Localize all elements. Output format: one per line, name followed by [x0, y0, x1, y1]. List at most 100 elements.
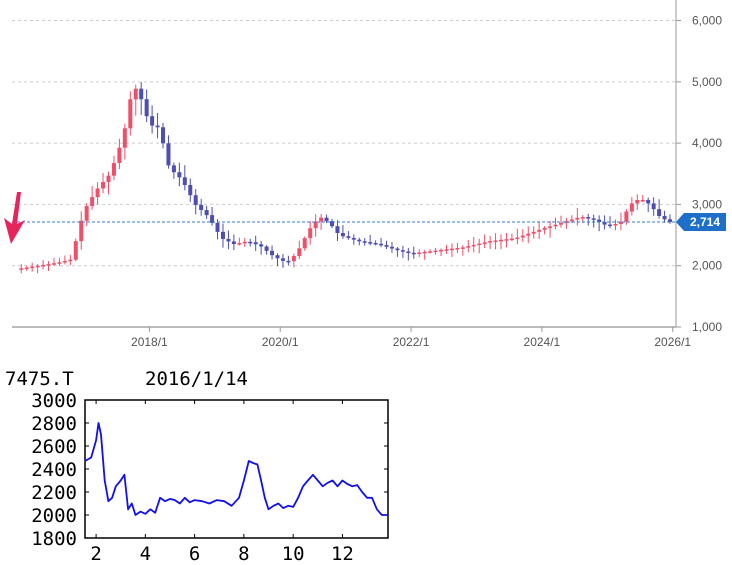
candle-body — [368, 242, 373, 244]
candle-body — [122, 128, 127, 148]
candle-body — [504, 239, 509, 241]
mini-x-tick-label: 6 — [189, 543, 200, 565]
main-x-tick-labels: 2018/1 2020/1 2022/1 2024/1 2026/1 — [131, 327, 691, 349]
candle-body — [444, 249, 449, 251]
mini-symbol: 7475.T — [5, 368, 74, 390]
candle-body — [253, 242, 258, 245]
candle-body — [324, 217, 329, 222]
candle-body — [406, 251, 411, 254]
candle-body — [340, 233, 345, 237]
candle-body — [493, 240, 498, 242]
mini-x-tick-label: 4 — [140, 543, 151, 565]
candle-body — [95, 188, 100, 198]
candle-body — [433, 250, 438, 253]
candle-body — [30, 266, 35, 269]
candle-body — [357, 239, 362, 242]
candle-body — [188, 184, 193, 196]
candle-body — [558, 222, 563, 225]
candlestick-chart: 1,000 2,000 3,000 4,000 5,000 6,000 2018/1 202… — [4, 0, 726, 349]
mini-price-line — [84, 422, 388, 516]
candle-body — [291, 255, 296, 262]
x-tick-label: 2018/1 — [131, 335, 168, 349]
candle-body — [482, 242, 487, 244]
candle-body — [597, 219, 602, 223]
candle-body — [139, 88, 144, 100]
candle-body — [449, 248, 454, 251]
candle-body — [101, 182, 106, 189]
candle-body — [422, 251, 427, 254]
x-tick-label: 2026/1 — [654, 335, 691, 349]
candle-body — [515, 237, 520, 240]
candle-body — [68, 259, 73, 262]
candle-body — [133, 88, 138, 100]
candle-body — [428, 251, 433, 253]
candle-body — [400, 250, 405, 252]
candle-body — [569, 219, 574, 222]
candles — [19, 82, 673, 274]
current-price-label: 2,714 — [690, 215, 720, 229]
candle-body — [286, 260, 291, 263]
candle-body — [488, 241, 493, 243]
candle-body — [302, 238, 307, 249]
mini-x-tick-label: 2 — [90, 543, 101, 565]
candle-body — [79, 220, 84, 242]
candle-body — [379, 243, 384, 246]
candle-body — [346, 236, 351, 238]
candle-body — [144, 99, 149, 117]
candle-body — [150, 116, 155, 126]
candle-body — [308, 228, 313, 239]
candle-body — [564, 221, 569, 223]
candle-body — [537, 229, 542, 232]
mini-plot-frame — [84, 399, 389, 539]
candle-body — [24, 267, 29, 269]
candle-body — [220, 231, 225, 239]
candle-body — [548, 226, 553, 229]
candle-body — [313, 221, 318, 229]
main-y-tick-labels: 1,000 2,000 3,000 4,000 5,000 6,000 — [676, 14, 722, 334]
candle-body — [640, 199, 645, 202]
y-tick-label: 6,000 — [692, 14, 722, 28]
mini-x-tick-label: 10 — [282, 543, 305, 565]
candle-body — [275, 255, 280, 259]
candle-body — [531, 231, 536, 234]
candle-body — [226, 238, 231, 242]
candle-body — [319, 217, 324, 222]
candle-body — [248, 241, 253, 244]
candle-body — [41, 264, 46, 267]
candle-body — [580, 217, 585, 219]
candle-body — [335, 226, 340, 234]
mini-x-tick-label: 12 — [331, 543, 354, 565]
y-tick-label: 3,000 — [692, 197, 722, 211]
candle-body — [542, 228, 547, 230]
candle-body — [629, 203, 634, 212]
candle-body — [270, 250, 275, 256]
mini-frame-rect — [84, 399, 389, 539]
candle-body — [237, 243, 242, 245]
mini-x-tick-label: 8 — [238, 543, 249, 565]
candle-body — [19, 268, 24, 270]
candle-body — [389, 246, 394, 249]
candle-body — [602, 222, 607, 225]
candle-body — [466, 246, 471, 248]
candle-body — [553, 224, 558, 227]
candle-body — [57, 262, 62, 264]
candle-body — [509, 238, 514, 241]
candle-body — [624, 211, 629, 222]
candle-body — [106, 175, 111, 183]
candle-body — [613, 223, 618, 226]
candle-body — [657, 209, 662, 216]
main-grid — [12, 20, 676, 267]
candle-body — [373, 242, 378, 245]
candle-body — [635, 199, 640, 204]
candle-body — [471, 244, 476, 247]
mini-y-tick-label: 1800 — [31, 528, 77, 550]
mini-y-tick-label: 2600 — [31, 436, 77, 458]
candle-body — [646, 199, 651, 204]
mini-date: 2016/1/14 — [145, 368, 248, 390]
candle-body — [411, 252, 416, 255]
candle-body — [177, 172, 182, 178]
candle-body — [297, 248, 302, 256]
current-price-badge — [676, 212, 726, 231]
candle-body — [117, 147, 122, 164]
candle-body — [51, 263, 56, 265]
